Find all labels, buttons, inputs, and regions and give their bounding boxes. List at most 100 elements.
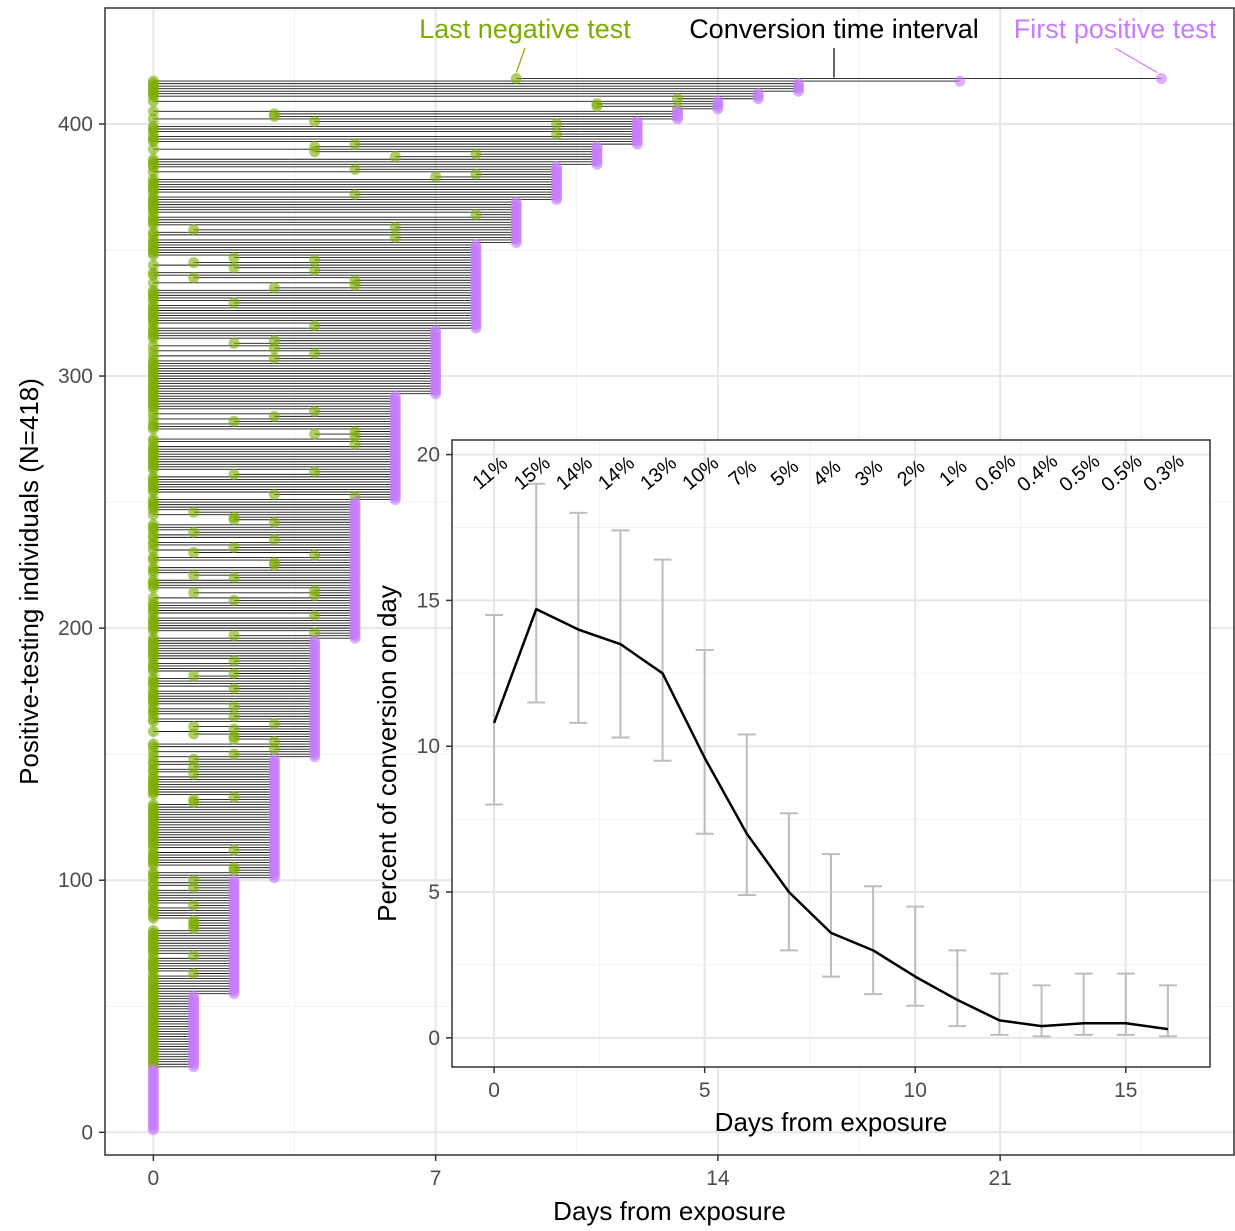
last-negative-point [269,718,280,729]
last-negative-point [551,118,562,129]
last-negative-point [148,106,159,117]
last-negative-point [229,512,240,523]
inset-x-tick-label: 5 [699,1079,711,1102]
last-negative-point [349,426,360,437]
last-negative-point [309,550,320,561]
last-negative-point [188,507,199,518]
last-negative-point [188,915,199,926]
last-negative-point [269,108,280,119]
last-negative-point [188,721,199,732]
main-y-tick-label: 100 [58,869,93,892]
last-negative-point [229,630,240,641]
first-positive-point [349,497,360,508]
last-negative-point [390,222,401,233]
last-negative-point [511,73,522,84]
first-positive-point [591,141,602,152]
first-positive-point [632,116,643,127]
first-positive-point [309,635,320,646]
last-negative-point [188,950,199,961]
last-negative-point [229,844,240,855]
last-negative-point [229,416,240,427]
last-negative-point [148,434,159,445]
last-negative-point [309,406,320,417]
main-y-tick-label: 400 [58,113,93,136]
last-negative-point [309,585,320,596]
last-negative-point [349,275,360,286]
inset-x-axis-title: Days from exposure [715,1107,948,1137]
last-negative-point [269,736,280,747]
last-negative-point [309,265,320,276]
legend-last-negative: Last negative test [419,14,631,44]
inset-x-tick-label: 15 [1114,1079,1137,1102]
last-negative-point [148,726,159,737]
last-negative-point [349,164,360,175]
last-negative-point [188,527,199,538]
main-x-axis-title: Days from exposure [553,1196,786,1226]
last-negative-point [229,711,240,722]
last-negative-point [188,224,199,235]
last-negative-point [309,610,320,621]
first-positive-point [229,875,240,886]
last-negative-point [349,139,360,150]
last-negative-point [188,900,199,911]
last-negative-point [269,335,280,346]
last-negative-point [309,141,320,152]
last-negative-point [148,925,159,936]
last-negative-point [229,668,240,679]
last-negative-point [390,151,401,162]
last-negative-point [229,595,240,606]
last-negative-point [672,93,683,104]
last-negative-point [229,542,240,553]
last-negative-point [229,297,240,308]
first-positive-point [1156,73,1167,84]
last-negative-point [229,701,240,712]
last-negative-point [470,149,481,160]
last-negative-point [551,129,562,140]
first-positive-point [148,1064,159,1075]
first-positive-point [470,239,481,250]
last-negative-point [148,76,159,87]
last-negative-point [148,799,159,810]
inset-y-tick-label: 20 [417,444,440,467]
last-negative-point [269,517,280,528]
first-positive-point [672,106,683,117]
last-negative-point [269,534,280,545]
first-positive-point [793,78,804,89]
legend-interval: Conversion time interval [689,14,979,44]
first-positive-point [511,197,522,208]
last-negative-point [229,655,240,666]
last-negative-point [229,683,240,694]
main-x-tick-label: 14 [706,1167,730,1190]
last-negative-point [349,189,360,200]
first-positive-point [753,88,764,99]
last-negative-point [188,671,199,682]
last-negative-point [229,338,240,349]
last-negative-point [229,572,240,583]
last-negative-point [269,489,280,500]
inset-y-axis-title: Percent of conversion on day [372,585,402,922]
first-positive-point [269,754,280,765]
last-negative-point [188,272,199,283]
main-x-tick-label: 7 [430,1167,442,1190]
last-negative-point [148,260,159,271]
last-negative-point [188,547,199,558]
inset-x-tick-label: 10 [904,1079,927,1102]
last-negative-point [148,592,159,603]
inset-y-tick-label: 10 [417,735,440,758]
main-y-axis-title: Positive-testing individuals (N=418) [14,378,44,785]
last-negative-point [188,587,199,598]
last-negative-point [309,466,320,477]
last-negative-point [269,557,280,568]
first-positive-point [188,991,199,1002]
inset-y-tick-label: 0 [428,1027,440,1050]
last-negative-point [148,739,159,750]
last-negative-point [188,875,199,886]
last-negative-point [591,98,602,109]
last-negative-point [229,862,240,873]
last-negative-point [188,257,199,268]
first-positive-point [954,76,965,87]
inset-y-tick-label: 5 [428,881,440,904]
first-positive-point [430,325,441,336]
